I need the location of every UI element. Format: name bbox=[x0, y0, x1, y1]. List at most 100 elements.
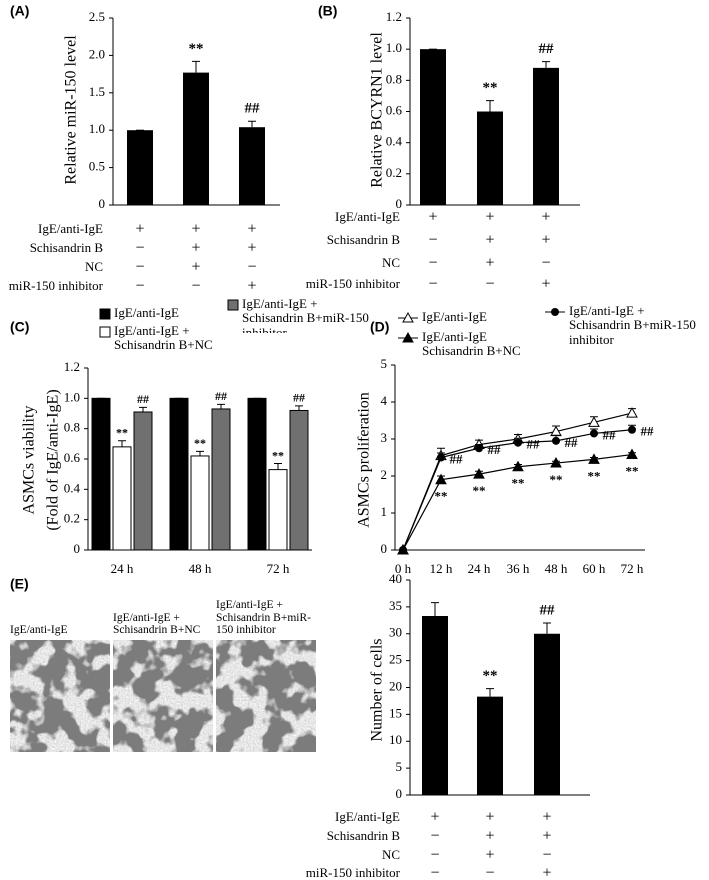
condition-label: NC bbox=[382, 847, 400, 862]
y-tick-label: 5 bbox=[396, 759, 403, 774]
x-tick-label: 72 h bbox=[267, 561, 290, 576]
y-axis-label: Relative miR-150 level bbox=[63, 35, 80, 185]
condition-sign: + bbox=[541, 276, 550, 293]
micrograph-caption: IgE/anti-IgE bbox=[10, 624, 68, 637]
condition-sign: − bbox=[135, 240, 144, 257]
error-bar bbox=[196, 450, 204, 456]
bar bbox=[127, 130, 153, 205]
legend-label: IgE/anti-IgE Schisandrin B+NC bbox=[422, 330, 521, 359]
condition-sign: − bbox=[485, 865, 494, 880]
marker bbox=[626, 448, 638, 460]
x-tick-label: 48 h bbox=[545, 561, 568, 576]
x-tick-label: 12 h bbox=[430, 561, 453, 576]
condition-sign: − bbox=[430, 828, 439, 845]
bar bbox=[183, 72, 209, 205]
condition-label: miR-150 inhibitor bbox=[9, 278, 104, 293]
y-tick-label: 5 bbox=[381, 356, 388, 371]
error-bar bbox=[543, 622, 551, 634]
y-tick-label: 25 bbox=[389, 652, 402, 667]
y-axis-label: Relative BCYRN1 level bbox=[369, 32, 386, 188]
y-tick-label: 0.4 bbox=[64, 480, 81, 495]
panel-label: (C) bbox=[10, 319, 29, 335]
significance: ## bbox=[539, 41, 555, 57]
micrograph bbox=[10, 640, 110, 752]
y-tick-label: 1 bbox=[381, 504, 388, 519]
legend-label: IgE/anti-IgE + Schisandrin B+miR-150 inh… bbox=[242, 297, 369, 333]
error-bar bbox=[217, 403, 225, 409]
y-axis-label: (Fold of IgE/anti-IgE) bbox=[45, 389, 62, 530]
error-bar bbox=[274, 463, 282, 470]
legend-swatch bbox=[227, 299, 239, 311]
legend-label-box: IgE/anti-IgE bbox=[422, 310, 487, 324]
y-tick-label: 30 bbox=[389, 625, 402, 640]
significance: ## bbox=[215, 389, 227, 403]
y-tick-label: 35 bbox=[389, 598, 402, 613]
condition-label: IgE/anti-IgE bbox=[38, 221, 103, 236]
significance: ** bbox=[550, 472, 563, 487]
y-tick-label: 3 bbox=[381, 430, 388, 445]
x-tick-label: 72 h bbox=[621, 561, 644, 576]
condition-sign: − bbox=[428, 232, 437, 249]
x-tick-label: 48 h bbox=[189, 561, 212, 576]
y-tick-label: 0 bbox=[99, 196, 106, 211]
marker bbox=[550, 457, 562, 468]
micrograph-caption: IgE/anti-IgE + Schisandrin B+NC bbox=[113, 611, 201, 637]
significance: ## bbox=[603, 427, 617, 442]
condition-label: IgE/anti-IgE bbox=[335, 809, 400, 824]
significance: ## bbox=[450, 451, 464, 466]
y-tick-label: 10 bbox=[389, 732, 402, 747]
legend-label-box: IgE/anti-IgE + Schisandrin B+miR-150 inh… bbox=[569, 304, 696, 344]
marker bbox=[628, 425, 636, 434]
significance: ** bbox=[512, 476, 525, 491]
condition-label: Schisandrin B bbox=[30, 240, 104, 255]
y-tick-label: 1.0 bbox=[386, 40, 402, 55]
condition-sign: + bbox=[485, 828, 494, 845]
bar bbox=[247, 397, 267, 551]
y-tick-label: 1.2 bbox=[64, 359, 80, 374]
bar bbox=[91, 397, 111, 551]
marker bbox=[512, 460, 524, 472]
y-tick-label: 0 bbox=[396, 786, 403, 801]
bar bbox=[211, 408, 231, 551]
x-tick-label: 0 h bbox=[395, 561, 412, 576]
condition-sign: − bbox=[247, 259, 256, 276]
y-tick-label: 0 bbox=[381, 541, 388, 556]
y-tick-label: 0.2 bbox=[386, 165, 402, 180]
condition-sign: + bbox=[485, 232, 494, 249]
bar bbox=[534, 633, 560, 795]
bar bbox=[169, 397, 189, 551]
y-tick-label: 0.6 bbox=[64, 450, 81, 465]
y-tick-label: 0.2 bbox=[64, 511, 80, 526]
bar bbox=[268, 469, 288, 551]
x-tick-label: 24 h bbox=[111, 561, 134, 576]
condition-sign: + bbox=[485, 255, 494, 272]
bar bbox=[422, 616, 448, 795]
condition-sign: − bbox=[541, 255, 550, 272]
significance: ** bbox=[189, 41, 204, 57]
panel-label: (B) bbox=[318, 3, 337, 19]
error-bar bbox=[139, 406, 147, 412]
significance: ## bbox=[527, 437, 541, 452]
marker bbox=[626, 407, 638, 418]
condition-sign: + bbox=[428, 209, 437, 226]
significance: ** bbox=[588, 468, 601, 483]
error-bar bbox=[118, 440, 126, 447]
error-bar bbox=[542, 61, 550, 68]
condition-sign: + bbox=[247, 221, 256, 238]
significance: ** bbox=[483, 668, 498, 684]
legend-label: IgE/anti-IgE bbox=[422, 310, 487, 324]
condition-sign: − bbox=[430, 847, 439, 864]
marker bbox=[399, 546, 407, 554]
y-tick-label: 2 bbox=[381, 467, 388, 482]
y-tick-label: 0.8 bbox=[386, 71, 402, 86]
legend-label-box: IgE/anti-IgE + Schisandrin B+NC bbox=[114, 324, 213, 352]
marker bbox=[514, 438, 522, 447]
y-tick-label: 0 bbox=[396, 196, 403, 211]
marker bbox=[588, 416, 600, 427]
condition-sign: − bbox=[135, 259, 144, 276]
significance: ## bbox=[540, 602, 556, 618]
y-tick-label: 1.0 bbox=[64, 389, 80, 404]
condition-sign: + bbox=[485, 209, 494, 226]
significance: ** bbox=[116, 426, 128, 440]
